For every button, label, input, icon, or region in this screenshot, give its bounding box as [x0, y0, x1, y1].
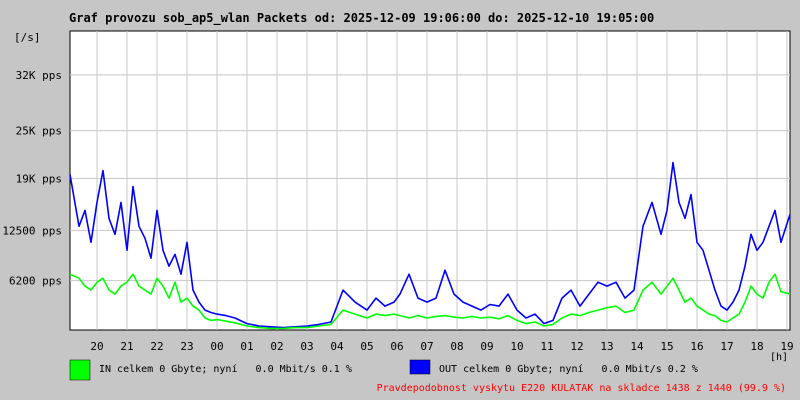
x-tick-label: 12 — [570, 340, 583, 353]
y-tick-label: 19K pps — [16, 173, 62, 186]
x-tick-label: 14 — [630, 340, 644, 353]
footer-note: Pravdepodobnost vyskytu E220 KULATAK na … — [377, 383, 786, 394]
y-axis-ticks: 6200 pps 12500 pps 19K pps 25K pps 32K pps — [2, 69, 62, 288]
x-axis-ticks: 20 21 22 23 00 01 02 03 04 05 06 07 08 09 10 11 12 13 14 15… — [90, 340, 793, 353]
legend-out-text: OUT celkem 0 Gbyte; nyní 0.0 Mbit/s 0.2 … — [439, 363, 698, 375]
y-tick-label: 32K pps — [16, 69, 62, 82]
x-tick-label: 06 — [390, 340, 403, 353]
legend-in-swatch — [69, 359, 91, 381]
series-line-in — [69, 273, 791, 330]
y-tick-label: 12500 pps — [2, 224, 62, 237]
x-tick-label: 15 — [660, 340, 673, 353]
x-tick-label: 10 — [510, 340, 523, 353]
y-axis-unit-label: [/s] — [14, 31, 41, 44]
plot-area — [69, 30, 791, 331]
series-layer — [69, 161, 791, 330]
x-tick-label: 03 — [300, 340, 313, 353]
x-axis-unit-label: [h] — [770, 352, 788, 363]
x-tick-label: 07 — [420, 340, 433, 353]
series-line-out — [69, 161, 791, 329]
x-tick-label: 19 — [780, 340, 793, 353]
legend-in-text: IN celkem 0 Gbyte; nyní 0.0 Mbit/s 0.1 % — [99, 363, 352, 375]
x-tick-label: 21 — [120, 340, 133, 353]
x-tick-label: 17 — [720, 340, 733, 353]
x-tick-label: 05 — [360, 340, 373, 353]
x-tick-label: 00 — [210, 340, 223, 353]
x-tick-label: 22 — [150, 340, 163, 353]
x-tick-label: 16 — [690, 340, 703, 353]
x-tick-label: 04 — [330, 340, 344, 353]
y-tick-label: 6200 pps — [9, 275, 62, 288]
legend-out-swatch — [409, 359, 431, 375]
x-tick-label: 11 — [540, 340, 553, 353]
x-tick-label: 18 — [750, 340, 763, 353]
x-tick-label: 09 — [480, 340, 493, 353]
grid-lines — [70, 31, 790, 330]
chart-title: Graf provozu sob_ap5_wlan Packets od: 20… — [69, 11, 654, 26]
x-tick-label: 13 — [600, 340, 613, 353]
x-tick-label: 08 — [450, 340, 463, 353]
x-tick-label: 20 — [90, 340, 103, 353]
x-tick-label: 01 — [240, 340, 253, 353]
x-tick-label: 02 — [270, 340, 283, 353]
y-tick-label: 25K pps — [16, 125, 62, 138]
x-tick-label: 23 — [180, 340, 193, 353]
